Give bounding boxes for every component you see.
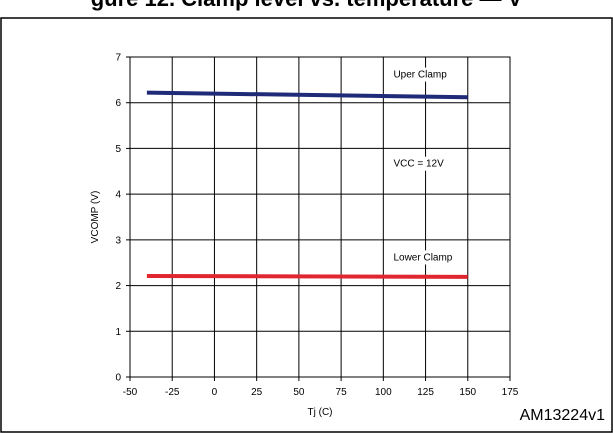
x-tick-label: 125 <box>417 387 434 398</box>
chart-annotations: Uper Clamp VCC = 12V Lower Clamp <box>390 67 459 265</box>
y-axis-label: VCOMP (V) <box>90 191 101 244</box>
y-tick-label: 3 <box>115 235 121 246</box>
y-tick-label: 1 <box>115 327 121 338</box>
x-tick-label: 50 <box>293 387 305 398</box>
chart-series <box>146 90 468 279</box>
series-line-lower-clamp <box>146 273 468 279</box>
y-tick-label: 6 <box>115 98 121 109</box>
x-tick-label: -50 <box>123 387 138 398</box>
x-tick-labels: -50 -25 0 25 50 75 100 125 150 175 <box>123 377 519 398</box>
y-tick-label: 4 <box>115 190 121 201</box>
x-tick-label: 25 <box>251 387 263 398</box>
annotation-background <box>390 67 453 82</box>
x-tick-label: 0 <box>212 387 218 398</box>
x-tick-label: 175 <box>502 387 519 398</box>
x-tick-label: 100 <box>375 387 392 398</box>
annotation-label: Lower Clamp <box>393 252 452 263</box>
x-tick-label: 75 <box>336 387 348 398</box>
x-tick-label: -25 <box>165 387 180 398</box>
figure-title: gure 12. Clamp level vs. temperature — V <box>0 0 613 12</box>
y-tick-labels: 0 1 2 3 4 5 6 7 <box>115 53 130 384</box>
y-tick-label: 0 <box>115 373 121 384</box>
y-tick-label: 7 <box>115 53 121 64</box>
series-line-upper-clamp <box>146 90 468 100</box>
y-tick-label: 5 <box>115 144 121 155</box>
x-axis-label: Tj (C) <box>308 407 333 418</box>
figure-border <box>0 17 613 433</box>
annotation-label: VCC = 12V <box>393 159 444 170</box>
annotation-background <box>390 156 447 171</box>
x-tick-label: 150 <box>459 387 476 398</box>
y-tick-label: 2 <box>115 281 121 292</box>
plot-area <box>129 56 511 378</box>
annotation-label: Uper Clamp <box>393 70 447 81</box>
annotation-background <box>390 250 459 265</box>
chart-grid <box>129 56 511 378</box>
figure-id: AM13224v1 <box>519 407 605 424</box>
